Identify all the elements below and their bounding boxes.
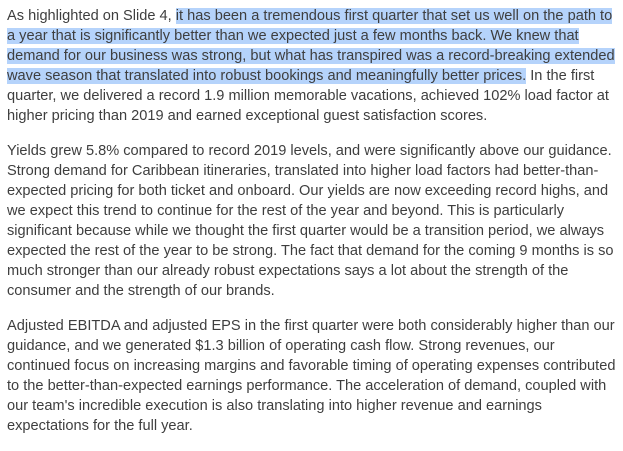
paragraph-1-trailing-text: In the first quarter, we delivered a rec… (7, 68, 609, 124)
document-body: As highlighted on Slide 4, it has been a… (7, 6, 619, 451)
paragraph-1[interactable]: As highlighted on Slide 4, it has been a… (7, 6, 619, 126)
paragraph-1-lead-text: As highlighted on Slide 4, (7, 8, 176, 24)
paragraph-3[interactable]: Adjusted EBITDA and adjusted EPS in the … (7, 318, 616, 434)
paragraph-2[interactable]: Yields grew 5.8% compared to record 2019… (7, 143, 614, 299)
